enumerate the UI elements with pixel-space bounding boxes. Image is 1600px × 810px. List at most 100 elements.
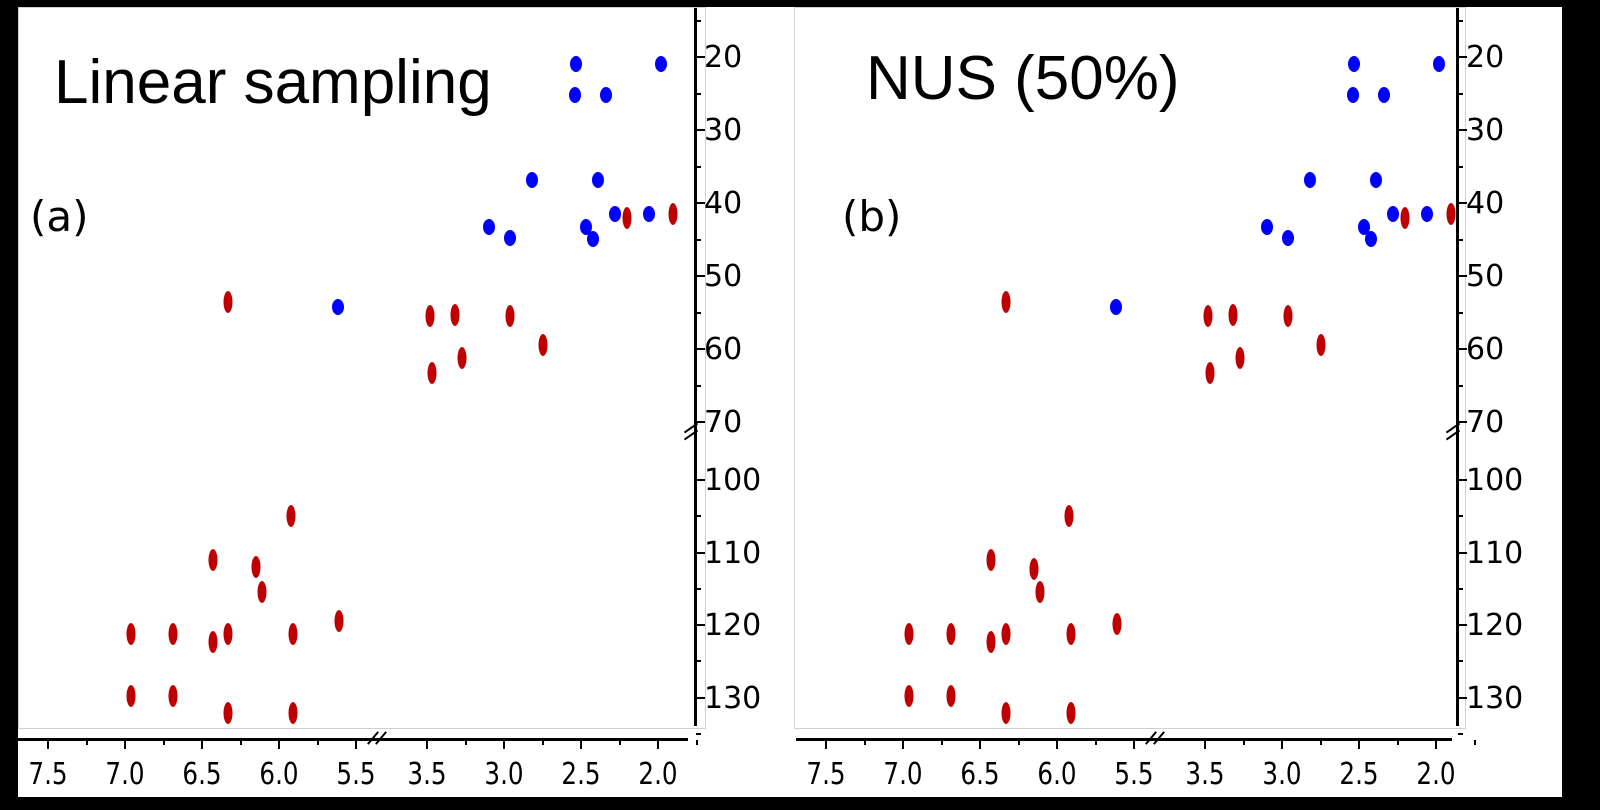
y-minor-tick — [696, 660, 701, 663]
positive-peak — [1348, 56, 1361, 73]
y-minor-tick — [1458, 311, 1463, 314]
y-tick-label: 40 — [704, 186, 743, 221]
y-tick — [1458, 56, 1467, 58]
positive-peak — [599, 86, 612, 103]
y-tick — [1458, 624, 1467, 626]
y-tick-label: 130 — [704, 680, 762, 716]
positive-peak — [1369, 171, 1382, 188]
x-tick-label: 2.5 — [561, 757, 601, 792]
x-tick-label: 2.0 — [638, 757, 678, 792]
x-tick-label: 7.0 — [105, 757, 145, 792]
positive-peak — [587, 230, 600, 247]
negative-peak — [1228, 303, 1238, 326]
x-tick — [1435, 740, 1437, 749]
y-minor-tick — [1458, 92, 1463, 95]
positive-peak — [504, 230, 517, 247]
x-tick-label: 3.5 — [407, 757, 447, 792]
negative-peak — [126, 622, 136, 645]
negative-peak — [334, 610, 344, 633]
negative-peak — [223, 290, 233, 313]
panel-b — [780, 7, 1562, 797]
x-minor-tick — [1242, 740, 1245, 745]
positive-peak — [591, 171, 604, 188]
negative-peak — [1001, 290, 1011, 313]
y-axis-line — [1456, 8, 1459, 726]
positive-peak — [579, 219, 592, 236]
y-tick-label: 100 — [1466, 463, 1524, 498]
negative-peak — [1029, 558, 1039, 581]
y-axis-line — [694, 8, 697, 726]
negative-peak — [286, 505, 296, 528]
positive-peak — [1377, 86, 1390, 103]
negative-peak — [288, 702, 298, 725]
positive-peak — [1433, 56, 1446, 73]
x-tick — [902, 740, 904, 749]
x-minor-tick — [1319, 740, 1322, 745]
negative-peak — [1400, 206, 1410, 229]
negative-peak — [946, 622, 956, 645]
y-tick-label: 130 — [1466, 680, 1524, 716]
y-tick — [1458, 275, 1467, 277]
x-tick-label: 2.5 — [1339, 757, 1379, 792]
negative-peak — [622, 206, 632, 229]
negative-peak — [1066, 702, 1076, 725]
y-tick — [696, 275, 705, 277]
y-minor-tick — [696, 165, 701, 168]
y-minor-tick — [1458, 587, 1463, 590]
x-minor-tick — [940, 740, 943, 745]
positive-peak — [1260, 219, 1273, 236]
negative-peak — [1203, 305, 1213, 328]
x-minor-tick — [239, 740, 242, 745]
y-tick — [696, 348, 705, 350]
negative-peak — [288, 622, 298, 645]
y-tick — [1458, 696, 1467, 699]
x-minor-tick — [85, 740, 88, 745]
positive-peak — [525, 171, 538, 188]
y-tick — [1458, 551, 1467, 554]
y-minor-tick — [696, 732, 701, 735]
y-tick-label: 20 — [704, 40, 743, 75]
y-tick — [696, 56, 705, 58]
x-minor-tick — [863, 740, 866, 745]
x-tick — [47, 740, 49, 749]
positive-peak — [1357, 219, 1370, 236]
y-tick-label: 50 — [1466, 259, 1505, 294]
y-minor-tick — [1458, 515, 1463, 518]
x-minor-tick — [1094, 740, 1097, 745]
y-minor-tick — [1458, 165, 1463, 168]
y-minor-tick — [1458, 660, 1463, 663]
positive-peak — [1420, 205, 1433, 222]
y-tick-label: 70 — [704, 405, 743, 440]
x-tick — [503, 740, 505, 749]
y-tick — [696, 129, 705, 131]
y-tick-label: 30 — [1466, 113, 1505, 148]
negative-peak — [505, 305, 515, 328]
y-tick-label: 60 — [704, 332, 743, 367]
negative-peak — [126, 685, 136, 708]
x-minor-tick — [1396, 740, 1399, 745]
y-tick-label: 20 — [1466, 40, 1505, 75]
panel-a-title: Linear sampling — [54, 48, 492, 117]
x-tick — [426, 740, 428, 749]
negative-peak — [1446, 202, 1456, 225]
x-tick — [1281, 740, 1283, 749]
negative-peak — [208, 630, 218, 653]
x-tick-label: 7.5 — [806, 757, 846, 792]
y-minor-tick — [696, 19, 701, 22]
x-axis-line — [796, 738, 1452, 741]
x-minor-tick — [618, 740, 621, 745]
positive-peak — [1365, 230, 1378, 247]
x-tick-label: 3.0 — [484, 757, 524, 792]
panel-b-title: NUS (50%) — [866, 44, 1180, 113]
negative-peak — [1001, 622, 1011, 645]
y-tick-label: 120 — [1466, 608, 1524, 643]
negative-peak — [904, 685, 914, 708]
x-tick-label: 6.5 — [960, 757, 1000, 792]
x-tick — [201, 740, 203, 749]
y-tick — [1458, 129, 1467, 131]
y-minor-tick — [1458, 238, 1463, 241]
x-tick-label: 5.5 — [1114, 757, 1154, 792]
x-tick — [355, 740, 357, 749]
positive-peak — [568, 86, 581, 103]
negative-peak — [251, 556, 261, 578]
